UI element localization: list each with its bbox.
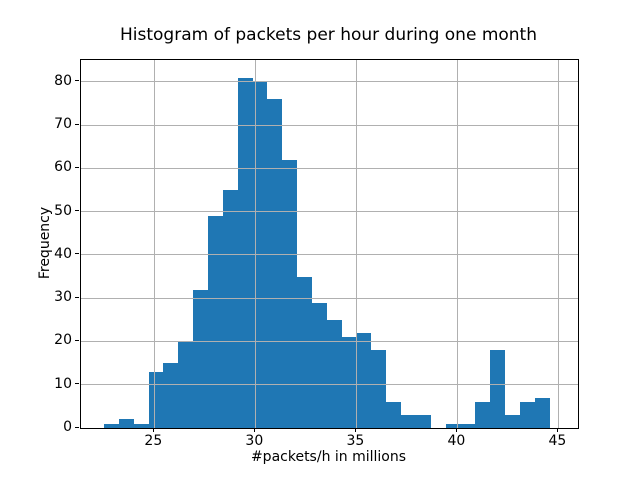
y-tick-mark	[75, 210, 79, 212]
histogram-bar	[386, 402, 401, 428]
histogram-bar	[267, 99, 283, 428]
horizontal-gridline	[81, 81, 578, 83]
histogram-bar	[490, 350, 505, 428]
histogram-bar	[475, 402, 491, 428]
histogram-bar	[193, 289, 208, 428]
x-tick-mark	[556, 428, 558, 432]
histogram-bar	[504, 415, 520, 428]
histogram-bar	[341, 337, 357, 428]
x-tick-mark	[455, 428, 457, 432]
histogram-bar	[371, 350, 387, 428]
y-tick-mark	[75, 80, 79, 82]
plot-area	[80, 59, 579, 429]
y-tick-label: 0	[63, 419, 72, 435]
vertical-gridline	[355, 60, 357, 428]
x-tick-mark	[152, 428, 154, 432]
x-tick-label: 25	[144, 433, 163, 449]
y-tick-mark	[75, 426, 79, 428]
horizontal-gridline	[81, 211, 578, 213]
histogram-bar	[356, 332, 372, 428]
horizontal-gridline	[81, 384, 578, 386]
y-tick-label: 50	[54, 202, 72, 219]
y-tick-mark	[75, 166, 79, 168]
histogram-bar	[311, 302, 327, 428]
histogram-bar	[326, 319, 342, 428]
grid-layer	[81, 60, 578, 428]
histogram-bar	[460, 423, 476, 428]
y-tick-label: 60	[54, 159, 72, 176]
histogram-bar	[104, 423, 119, 428]
x-tick-label: 45	[548, 433, 567, 449]
x-tick-label: 35	[346, 433, 365, 449]
histogram-bar	[163, 363, 179, 428]
y-tick-mark	[75, 253, 79, 255]
x-tick-mark	[354, 428, 356, 432]
histogram-bar	[415, 415, 431, 428]
histogram-bar	[401, 415, 416, 428]
histogram-bar	[445, 423, 461, 428]
y-tick-mark	[75, 383, 79, 385]
vertical-gridline	[153, 60, 155, 428]
y-tick-label: 80	[54, 72, 72, 89]
y-tick-mark	[75, 123, 79, 125]
y-tick-label: 20	[54, 332, 72, 349]
y-tick-label: 30	[54, 289, 72, 306]
vertical-gridline	[456, 60, 458, 428]
y-tick-label: 70	[54, 116, 72, 133]
histogram-bar	[237, 77, 253, 428]
horizontal-gridline	[81, 124, 578, 126]
histogram-bar	[148, 371, 164, 428]
horizontal-gridline	[81, 254, 578, 256]
x-axis-label: #packets/h in millions	[250, 449, 407, 465]
x-tick-label: 30	[245, 433, 264, 449]
histogram-bar	[297, 276, 312, 428]
histogram-bar	[519, 402, 535, 428]
histogram-bar	[133, 423, 149, 428]
y-tick-label: 10	[54, 375, 72, 392]
chart-title: Histogram of packets per hour during one…	[119, 25, 537, 45]
x-tick-mark	[253, 428, 255, 432]
y-tick-mark	[75, 296, 79, 298]
histogram-bar	[222, 190, 238, 428]
x-tick-label: 40	[447, 433, 466, 449]
y-tick-label: 40	[54, 245, 72, 262]
histogram-bar	[282, 159, 298, 428]
horizontal-gridline	[81, 167, 578, 169]
vertical-gridline	[254, 60, 256, 428]
y-tick-mark	[75, 339, 79, 341]
histogram-bar	[118, 419, 134, 428]
vertical-gridline	[557, 60, 559, 428]
histogram-bar	[207, 215, 223, 428]
horizontal-gridline	[81, 340, 578, 342]
histogram-bar	[534, 397, 550, 428]
horizontal-gridline	[81, 297, 578, 299]
